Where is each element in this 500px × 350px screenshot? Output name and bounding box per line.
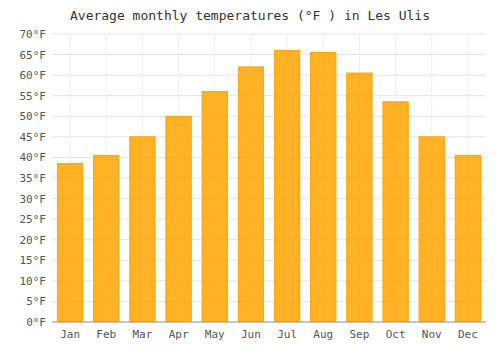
- bar: [57, 164, 82, 322]
- bar: [347, 73, 372, 322]
- x-tick-label: Aug: [313, 328, 333, 341]
- x-tick-label: Dec: [458, 328, 478, 341]
- bar: [274, 50, 299, 322]
- chart: Average monthly temperatures (°F ) in Le…: [0, 0, 500, 350]
- x-tick-label: Jul: [277, 328, 297, 341]
- grid: [52, 34, 486, 322]
- y-grid-line: [52, 322, 486, 323]
- y-grid-line: [52, 54, 486, 55]
- x-tick-label: Sep: [349, 328, 369, 341]
- bar: [419, 137, 444, 322]
- x-tick-label: Jan: [60, 328, 80, 341]
- y-tick-label: 50°F: [20, 110, 47, 123]
- y-tick-label: 10°F: [20, 275, 47, 288]
- x-tick-label: Apr: [169, 328, 189, 341]
- bar: [383, 102, 408, 322]
- y-tick-label: 45°F: [20, 131, 47, 144]
- chart-container: Average monthly temperatures (°F ) in Le…: [0, 0, 500, 350]
- y-tick-label: 30°F: [20, 193, 47, 206]
- y-tick-label: 15°F: [20, 254, 47, 267]
- x-tick-label: Oct: [386, 328, 406, 341]
- x-tick-label: Feb: [96, 328, 116, 341]
- y-tick-label: 60°F: [20, 69, 47, 82]
- bar: [238, 67, 263, 322]
- y-tick-label: 5°F: [26, 295, 46, 308]
- y-tick-label: 55°F: [20, 90, 47, 103]
- bar: [311, 53, 336, 322]
- x-tick-label: Nov: [422, 328, 442, 341]
- y-tick-label: 25°F: [20, 213, 47, 226]
- y-grid-line: [52, 34, 486, 35]
- x-tick-label: Jun: [241, 328, 261, 341]
- x-axis-line: [52, 322, 486, 323]
- y-tick-label: 40°F: [20, 151, 47, 164]
- bar: [130, 137, 155, 322]
- bar: [202, 92, 227, 322]
- y-grid-line: [52, 116, 486, 117]
- bar: [94, 155, 119, 322]
- y-grid-line: [52, 95, 486, 96]
- x-tick-label: Mar: [132, 328, 152, 341]
- y-grid-line: [52, 75, 486, 76]
- bar: [455, 155, 480, 322]
- title: Average monthly temperatures (°F ) in Le…: [70, 8, 430, 23]
- y-tick-label: 20°F: [20, 234, 47, 247]
- y-tick-label: 70°F: [20, 28, 47, 41]
- y-tick-label: 65°F: [20, 49, 47, 62]
- y-tick-label: 0°F: [26, 316, 46, 329]
- bars: [57, 50, 480, 322]
- y-tick-label: 35°F: [20, 172, 47, 185]
- x-tick-label: May: [205, 328, 225, 341]
- bar: [166, 116, 191, 322]
